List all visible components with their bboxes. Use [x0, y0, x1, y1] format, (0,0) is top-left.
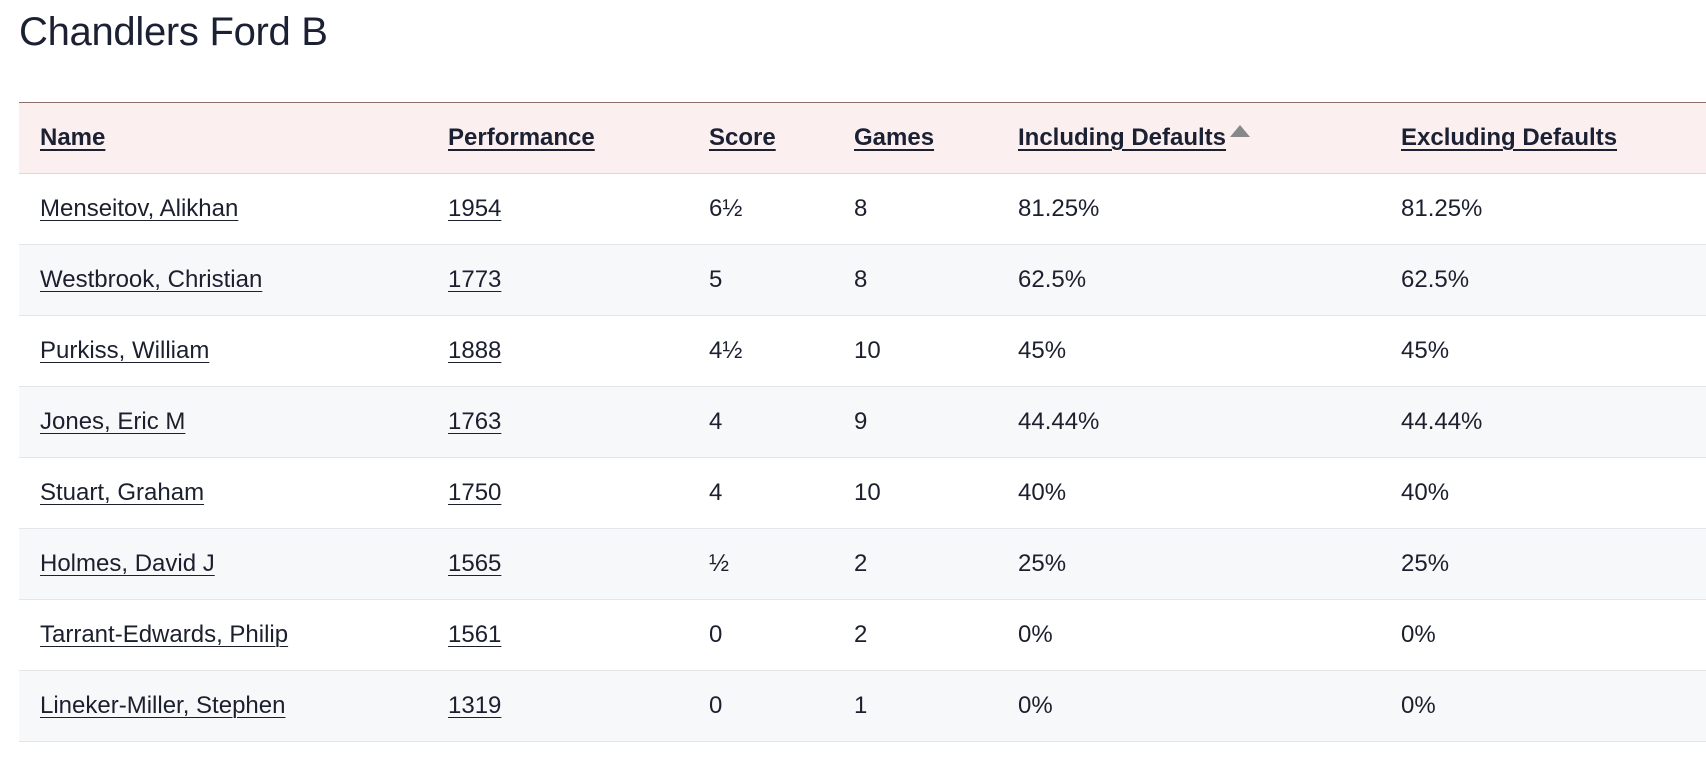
player-name-link[interactable]: Westbrook, Christian [40, 266, 263, 293]
excluding-defaults-cell: 62.5% [1380, 244, 1706, 316]
table-row: Westbrook, Christian 1773 5 8 62.5% 62.5… [19, 244, 1706, 316]
performance-cell: 1763 [427, 386, 688, 458]
performance-link[interactable]: 1750 [448, 479, 502, 506]
player-name-cell: Holmes, David J [19, 528, 427, 600]
player-stats-table-container: Name Performance Score Games Including D… [19, 102, 1706, 742]
player-name-link[interactable]: Menseitov, Alikhan [40, 195, 239, 222]
excluding-defaults-cell: 81.25% [1380, 173, 1706, 245]
table-header-row: Name Performance Score Games Including D… [19, 102, 1706, 174]
player-name-link[interactable]: Jones, Eric M [40, 408, 186, 435]
player-name-link[interactable]: Purkiss, William [40, 337, 210, 364]
player-name-cell: Lineker-Miller, Stephen [19, 670, 427, 742]
performance-link[interactable]: 1888 [448, 337, 502, 364]
games-cell: 8 [833, 173, 997, 245]
games-cell: 10 [833, 457, 997, 529]
games-cell: 9 [833, 386, 997, 458]
column-header-games: Games [833, 102, 997, 174]
including-defaults-cell: 25% [997, 528, 1380, 600]
score-cell: 4 [688, 386, 833, 458]
score-cell: 0 [688, 599, 833, 671]
player-name-cell: Stuart, Graham [19, 457, 427, 529]
sort-arrow-up-icon[interactable] [1230, 125, 1251, 137]
performance-cell: 1561 [427, 599, 688, 671]
score-cell: 5 [688, 244, 833, 316]
sort-by-including-defaults-link[interactable]: Including Defaults [1018, 124, 1227, 151]
table-row: Purkiss, William 1888 4½ 10 45% 45% [19, 315, 1706, 387]
games-cell: 2 [833, 528, 997, 600]
including-defaults-cell: 0% [997, 599, 1380, 671]
table-row: Jones, Eric M 1763 4 9 44.44% 44.44% [19, 386, 1706, 458]
score-cell: 4½ [688, 315, 833, 387]
table-body: Menseitov, Alikhan 1954 6½ 8 81.25% 81.2… [19, 173, 1706, 742]
table-row: Stuart, Graham 1750 4 10 40% 40% [19, 457, 1706, 529]
performance-cell: 1750 [427, 457, 688, 529]
player-name-cell: Purkiss, William [19, 315, 427, 387]
player-name-cell: Menseitov, Alikhan [19, 173, 427, 245]
excluding-defaults-cell: 45% [1380, 315, 1706, 387]
including-defaults-cell: 0% [997, 670, 1380, 742]
score-cell: 0 [688, 670, 833, 742]
column-header-excluding-defaults: Excluding Defaults [1380, 102, 1706, 174]
player-name-link[interactable]: Lineker-Miller, Stephen [40, 692, 286, 719]
including-defaults-cell: 45% [997, 315, 1380, 387]
column-header-including-defaults: Including Defaults [997, 102, 1380, 174]
column-header-score: Score [688, 102, 833, 174]
performance-cell: 1773 [427, 244, 688, 316]
games-cell: 1 [833, 670, 997, 742]
games-cell: 8 [833, 244, 997, 316]
score-cell: ½ [688, 528, 833, 600]
excluding-defaults-cell: 40% [1380, 457, 1706, 529]
player-name-cell: Tarrant-Edwards, Philip [19, 599, 427, 671]
excluding-defaults-cell: 44.44% [1380, 386, 1706, 458]
including-defaults-cell: 81.25% [997, 173, 1380, 245]
performance-link[interactable]: 1773 [448, 266, 502, 293]
excluding-defaults-cell: 0% [1380, 599, 1706, 671]
games-cell: 10 [833, 315, 997, 387]
sort-by-name-link[interactable]: Name [40, 124, 106, 151]
score-cell: 4 [688, 457, 833, 529]
performance-cell: 1319 [427, 670, 688, 742]
player-stats-table: Name Performance Score Games Including D… [19, 102, 1706, 742]
performance-cell: 1565 [427, 528, 688, 600]
score-cell: 6½ [688, 173, 833, 245]
table-row: Lineker-Miller, Stephen 1319 0 1 0% 0% [19, 670, 1706, 742]
excluding-defaults-cell: 25% [1380, 528, 1706, 600]
performance-link[interactable]: 1319 [448, 692, 502, 719]
column-header-name: Name [19, 102, 427, 174]
games-cell: 2 [833, 599, 997, 671]
sort-by-games-link[interactable]: Games [854, 124, 935, 151]
excluding-defaults-cell: 0% [1380, 670, 1706, 742]
table-row: Holmes, David J 1565 ½ 2 25% 25% [19, 528, 1706, 600]
player-name-cell: Westbrook, Christian [19, 244, 427, 316]
player-name-link[interactable]: Holmes, David J [40, 550, 215, 577]
including-defaults-cell: 40% [997, 457, 1380, 529]
player-name-cell: Jones, Eric M [19, 386, 427, 458]
player-name-link[interactable]: Stuart, Graham [40, 479, 205, 506]
page-title: Chandlers Ford B [19, 10, 328, 54]
table-row: Tarrant-Edwards, Philip 1561 0 2 0% 0% [19, 599, 1706, 671]
column-header-performance: Performance [427, 102, 688, 174]
performance-link[interactable]: 1763 [448, 408, 502, 435]
performance-link[interactable]: 1561 [448, 621, 502, 648]
including-defaults-cell: 62.5% [997, 244, 1380, 316]
performance-link[interactable]: 1565 [448, 550, 502, 577]
performance-cell: 1954 [427, 173, 688, 245]
performance-link[interactable]: 1954 [448, 195, 502, 222]
player-name-link[interactable]: Tarrant-Edwards, Philip [40, 621, 289, 648]
table-row: Menseitov, Alikhan 1954 6½ 8 81.25% 81.2… [19, 173, 1706, 245]
sort-by-excluding-defaults-link[interactable]: Excluding Defaults [1401, 124, 1618, 151]
sort-by-score-link[interactable]: Score [709, 124, 776, 151]
sort-by-performance-link[interactable]: Performance [448, 124, 595, 151]
table-header: Name Performance Score Games Including D… [19, 102, 1706, 174]
including-defaults-cell: 44.44% [997, 386, 1380, 458]
performance-cell: 1888 [427, 315, 688, 387]
